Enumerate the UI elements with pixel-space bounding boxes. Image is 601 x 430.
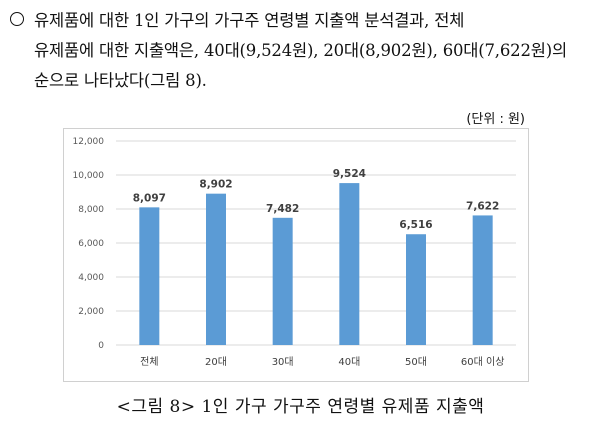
y-tick-label: 0 — [98, 341, 104, 351]
bar-chart: 0 2,000 4,000 6,000 8,000 10,000 12,000 8,097 전체… — [73, 137, 516, 368]
y-tick-label: 6,000 — [78, 239, 104, 249]
y-tick-label: 10,000 — [73, 171, 105, 181]
x-category-label: 40대 — [338, 356, 360, 368]
paragraph-line-2: 유제품에 대한 지출액은, 40대(9,524원), 20대(8,902원), … — [34, 41, 567, 60]
paragraph-line-1: 유제품에 대한 1인 가구의 가구주 연령별 지출액 분석결과, 전체 — [34, 11, 465, 30]
data-label: 7,622 — [466, 200, 499, 212]
data-label: 8,902 — [199, 179, 232, 191]
data-label: 8,097 — [133, 192, 166, 204]
x-category-label: 50대 — [405, 356, 427, 368]
paragraph-line-3: 순으로 나타났다(그림 8). — [34, 71, 207, 90]
y-tick-label: 2,000 — [78, 307, 104, 317]
bar — [406, 234, 426, 345]
bar — [139, 207, 160, 345]
bar — [339, 183, 360, 345]
y-tick-label: 12,000 — [73, 137, 105, 147]
description-paragraph: 유제품에 대한 1인 가구의 가구주 연령별 지출액 분석결과, 전체 유제품에… — [8, 6, 596, 96]
chart-area: 0 2,000 4,000 6,000 8,000 10,000 12,000 8,097 전체… — [63, 128, 529, 382]
y-tick-label: 4,000 — [78, 273, 104, 283]
y-tick-label: 8,000 — [78, 205, 104, 215]
x-category-label: 전체 — [140, 356, 158, 368]
bar — [272, 217, 293, 345]
data-label: 7,482 — [266, 203, 299, 215]
bar — [472, 215, 493, 345]
x-category-label: 20대 — [205, 356, 227, 368]
x-category-label: 30대 — [272, 356, 294, 368]
data-label: 6,516 — [399, 219, 432, 231]
x-category-label: 60대 이상 — [461, 356, 505, 368]
figure-caption: <그림 8> 1인 가구 가구주 연령별 유제품 지출액 — [116, 397, 485, 417]
circle-bullet-icon — [10, 12, 24, 26]
bar — [206, 193, 226, 345]
data-label: 9,524 — [333, 168, 366, 180]
unit-label: (단위 : 원) — [466, 112, 525, 127]
